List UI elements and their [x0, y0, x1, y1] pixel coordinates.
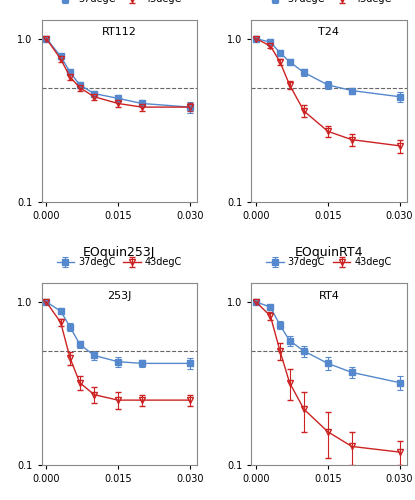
Text: RT112: RT112 — [102, 28, 137, 38]
Text: RT4: RT4 — [319, 290, 339, 300]
Text: 253J: 253J — [107, 290, 132, 300]
Text: T24: T24 — [318, 28, 339, 38]
Legend: 37degC, 43degC: 37degC, 43degC — [264, 0, 393, 6]
Legend: 37degC, 43degC: 37degC, 43degC — [55, 256, 184, 270]
Title: EOquinRT4: EOquinRT4 — [295, 246, 363, 258]
Title: EOquin253J: EOquin253J — [83, 246, 155, 258]
Legend: 37degC, 43degC: 37degC, 43degC — [264, 256, 393, 270]
Legend: 37degC, 43degC: 37degC, 43degC — [55, 0, 184, 6]
